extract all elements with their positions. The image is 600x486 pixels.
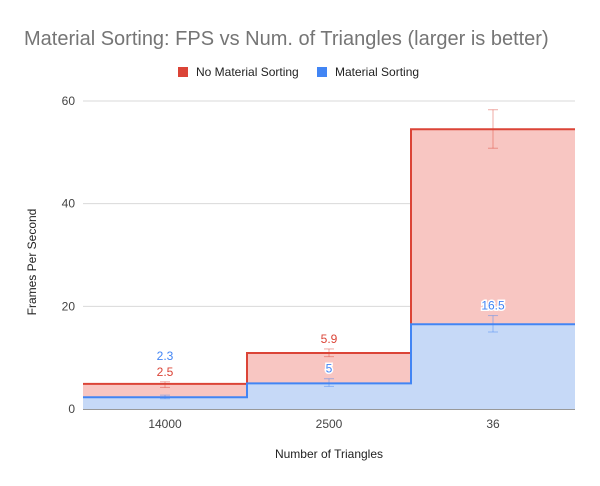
series-line-1: [83, 323, 575, 399]
legend: No Material Sorting Material Sorting: [178, 65, 419, 79]
y-tick-label: 20: [62, 299, 76, 313]
x-tick-label: 2500: [316, 417, 343, 431]
y-axis-title: Frames Per Second: [25, 209, 39, 316]
error-bar: [324, 348, 334, 358]
x-axis-ticks: 14000 2500 36: [148, 417, 500, 431]
data-labels: 2.5 5.9 2.3 5 16.5: [155, 297, 506, 380]
error-bar: [488, 109, 498, 149]
error-bar: [160, 381, 170, 388]
error-bars: [160, 109, 498, 400]
y-tick-label: 0: [68, 402, 75, 416]
y-tick-label: 40: [62, 197, 76, 211]
y-tick-label: 60: [62, 94, 76, 108]
error-bar: [488, 315, 498, 333]
series-areas: [83, 128, 575, 409]
chart-title: Material Sorting: FPS vs Num. of Triangl…: [24, 28, 549, 50]
y-axis-ticks: 0 20 40 60: [62, 94, 76, 416]
legend-label-no-material-sorting: No Material Sorting: [196, 65, 299, 79]
legend-label-material-sorting: Material Sorting: [335, 65, 419, 79]
error-bar: [324, 378, 334, 387]
data-label: 2.5: [157, 365, 174, 379]
data-label: 16.5: [481, 299, 505, 313]
data-label: 5.9: [321, 332, 338, 346]
error-bar: [160, 394, 170, 400]
legend-swatch-material-sorting: [317, 67, 327, 77]
series-line-0: [83, 128, 575, 385]
data-label: 2.3: [157, 349, 174, 363]
x-axis-title: Number of Triangles: [275, 447, 383, 461]
x-tick-label: 36: [486, 417, 500, 431]
x-tick-label: 14000: [148, 417, 182, 431]
legend-swatch-no-material-sorting: [178, 67, 188, 77]
series-area-1: [83, 324, 575, 409]
data-label: 5: [326, 362, 333, 376]
